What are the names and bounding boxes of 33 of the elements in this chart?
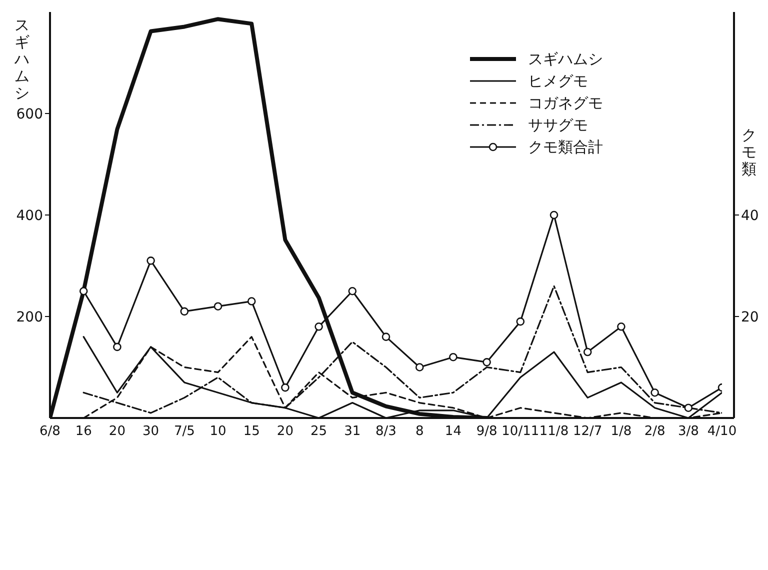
x-tick-label: 20	[108, 424, 126, 440]
x-tick-label: 11/8	[539, 424, 569, 440]
x-tick-label: 2/8	[644, 424, 666, 440]
y-tick-label: 400	[16, 208, 43, 224]
y2-tick-label: 20	[741, 309, 759, 326]
y-tick-label: 200	[16, 309, 43, 326]
legend-label: ササグモ	[528, 116, 588, 134]
x-tick-label: 20	[276, 424, 294, 440]
x-tick-label: 25	[310, 424, 328, 440]
x-tick-label: 31	[344, 424, 361, 440]
legend-label: コガネグモ	[528, 94, 603, 112]
y-axis-title: スギハムシ	[14, 16, 30, 102]
y2-axis-title: クモ類	[742, 126, 756, 178]
x-tick-label: 1/8	[610, 424, 632, 440]
x-tick-label: 16	[75, 424, 92, 440]
x-tick-label: 6/8	[40, 424, 60, 440]
x-tick-label: 14	[444, 424, 462, 440]
x-tick-label: 12/7	[573, 424, 602, 440]
legend-label: ヒメグモ	[528, 72, 588, 90]
x-tick-label: 8	[415, 424, 424, 440]
x-tick-label: 9/8	[476, 424, 498, 440]
y2-tick-label: 40	[741, 208, 759, 224]
x-tick-label: 15	[243, 424, 260, 440]
x-tick-label: 3/8	[678, 424, 699, 440]
x-tick-label: 10	[210, 424, 226, 440]
y-tick-label: 600	[16, 106, 43, 122]
legend-label: クモ類合計	[528, 138, 603, 156]
x-tick-label: 10/11	[502, 424, 540, 440]
x-tick-label: 30	[142, 424, 160, 440]
x-tick-label: 7/5	[174, 424, 195, 440]
x-tick-label: 8/3	[376, 424, 396, 440]
legend-label: スギハムシ	[528, 50, 603, 68]
x-tick-label: 4/10	[707, 424, 737, 440]
